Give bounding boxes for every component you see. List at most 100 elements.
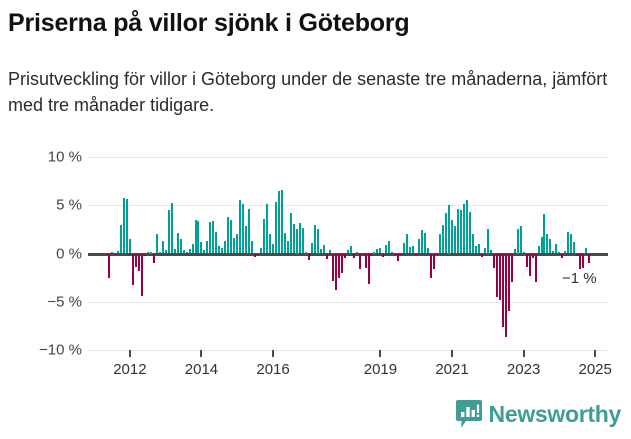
- bar: [549, 239, 552, 254]
- bar: [421, 230, 424, 254]
- bar: [492, 253, 495, 268]
- bar: [486, 229, 489, 254]
- bar: [197, 220, 200, 254]
- x-axis-tick-label: 2021: [435, 361, 469, 378]
- bar: [400, 253, 403, 256]
- y-axis-tick-label: 0 %: [56, 245, 82, 262]
- bar: [358, 253, 361, 269]
- bar: [224, 240, 227, 254]
- bar: [272, 243, 275, 254]
- bar: [137, 253, 140, 271]
- bar: [254, 253, 257, 258]
- bar: [134, 253, 137, 267]
- bar: [116, 250, 119, 254]
- bar: [456, 209, 459, 254]
- bar: [319, 248, 322, 254]
- plot-area: [88, 157, 608, 351]
- bar: [185, 251, 188, 254]
- bar: [221, 247, 224, 254]
- bar: [412, 245, 415, 254]
- bar: [516, 229, 519, 254]
- x-axis-tick-label: 2019: [363, 361, 398, 378]
- bar: [248, 209, 251, 254]
- bar: [528, 253, 531, 276]
- x-axis-tick: [272, 350, 275, 357]
- bar: [239, 200, 242, 254]
- bar: [522, 251, 525, 254]
- bar: [567, 232, 570, 254]
- bar: [325, 253, 328, 260]
- bar: [278, 190, 281, 254]
- bar: [394, 253, 397, 255]
- gridline: [88, 157, 608, 158]
- bar: [415, 253, 418, 255]
- bar: [242, 204, 245, 254]
- bar: [376, 248, 379, 254]
- bar: [209, 221, 212, 254]
- bar: [534, 253, 537, 283]
- bar: [510, 253, 513, 283]
- bar: [108, 253, 110, 278]
- bar: [564, 250, 567, 254]
- footer: Newsworthy: [0, 396, 631, 439]
- bar: [191, 243, 194, 254]
- bar: [188, 248, 191, 254]
- bar: [310, 242, 313, 254]
- bar: [215, 232, 218, 254]
- bar: [307, 253, 310, 261]
- bar: [322, 244, 325, 254]
- bar: [328, 249, 331, 254]
- bar: [295, 229, 298, 254]
- bar: [465, 200, 468, 254]
- bar: [397, 253, 400, 262]
- x-axis-tick-label: 2023: [506, 361, 541, 378]
- bar: [579, 253, 582, 269]
- y-axis-tick-label: 10 %: [47, 148, 82, 166]
- bar: [418, 239, 421, 254]
- bar: [504, 253, 507, 338]
- bar: [340, 253, 343, 273]
- y-axis-labels: 10 % 5 % 0 % −5 % −10 %: [0, 149, 82, 359]
- bar: [218, 245, 221, 254]
- zero-axis-line: [88, 252, 608, 256]
- bar-series: [88, 157, 608, 350]
- page-subtitle: Prisutveckling för villor i Göteborg und…: [8, 69, 608, 115]
- x-axis-tick-label: 2025: [578, 361, 612, 378]
- bar: [442, 224, 445, 254]
- bar: [200, 241, 203, 254]
- bar: [269, 234, 272, 254]
- bar: [289, 212, 292, 254]
- bar: [286, 240, 289, 254]
- bar: [406, 234, 409, 254]
- bar: [471, 234, 474, 254]
- bar: [561, 253, 564, 259]
- x-axis-tick: [200, 350, 203, 357]
- bar: [558, 251, 561, 254]
- bar: [531, 253, 534, 259]
- bar: [125, 199, 128, 254]
- bar: [331, 253, 334, 281]
- end-value-annotation: −1 %: [562, 270, 597, 287]
- bar: [540, 237, 543, 254]
- bar-chart: 10 % 5 % 0 % −5 % −10 % 2012 2014 2016 2019 2021…: [0, 146, 631, 391]
- bar: [164, 249, 167, 254]
- bar: [382, 253, 385, 258]
- bar: [424, 233, 427, 254]
- bar: [507, 253, 510, 312]
- bar: [439, 234, 442, 254]
- gridline: [88, 350, 608, 351]
- bar: [525, 253, 528, 267]
- bar: [477, 243, 480, 254]
- bar: [501, 253, 504, 327]
- bar: [206, 240, 209, 254]
- bar: [352, 253, 355, 259]
- bar: [483, 247, 486, 254]
- bar: [454, 226, 456, 254]
- bar: [179, 239, 182, 254]
- bar: [513, 248, 516, 254]
- bar: [263, 218, 266, 254]
- bar: [233, 238, 236, 254]
- bar: [230, 219, 233, 254]
- bar: [251, 240, 254, 254]
- y-axis-tick-label: 5 %: [56, 196, 82, 214]
